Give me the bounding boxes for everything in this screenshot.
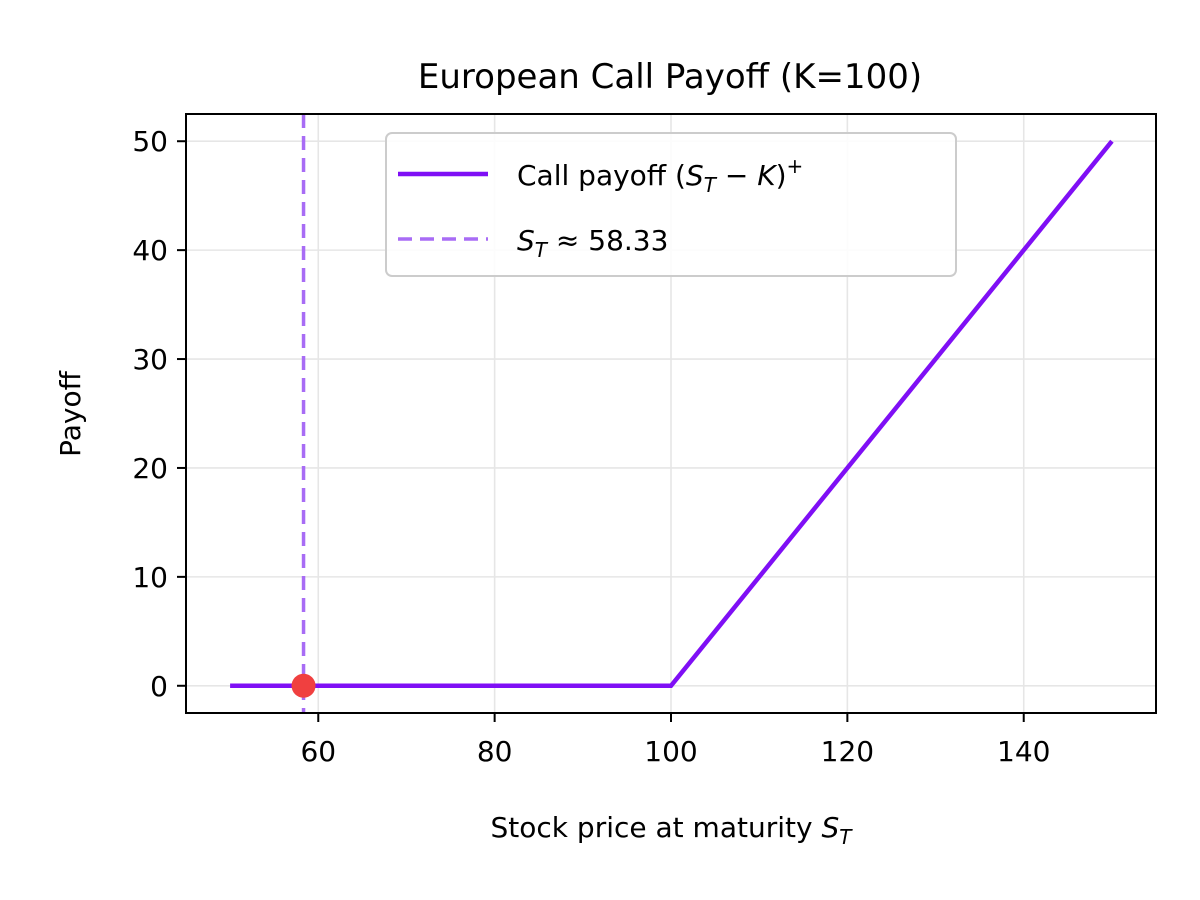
y-tick-label-30: 30 <box>132 343 168 376</box>
y-tick-label-50: 50 <box>132 125 168 158</box>
y-axis-title: Payoff <box>54 370 87 456</box>
x-tick-label-100: 100 <box>644 735 697 768</box>
x-tick-label-120: 120 <box>821 735 874 768</box>
legend: Call payoff (ST − K)+ ST ≈ 58.33 <box>385 132 957 277</box>
y-tick-label-20: 20 <box>132 452 168 485</box>
x-tick-label-140: 140 <box>997 735 1050 768</box>
y-tick-label-40: 40 <box>132 234 168 267</box>
legend-box <box>385 132 957 277</box>
legend-label-call-payoff: Call payoff (ST − K)+ <box>517 154 803 197</box>
st-marker-point <box>291 673 316 698</box>
x-tick-label-60: 60 <box>300 735 336 768</box>
ticks: 60 80 100 120 140 0 10 20 30 40 50 <box>132 125 1050 768</box>
y-tick-label-0: 0 <box>150 670 168 703</box>
chart-title: European Call Payoff (K=100) <box>418 57 922 97</box>
series-call-payoff-line <box>230 139 1114 689</box>
x-tick-label-80: 80 <box>477 735 513 768</box>
x-axis-title: Stock price at maturity ST <box>491 811 854 849</box>
legend-label-st-marker: ST ≈ 58.33 <box>517 224 668 262</box>
y-tick-label-10: 10 <box>132 561 168 594</box>
series-layer <box>230 114 1114 713</box>
